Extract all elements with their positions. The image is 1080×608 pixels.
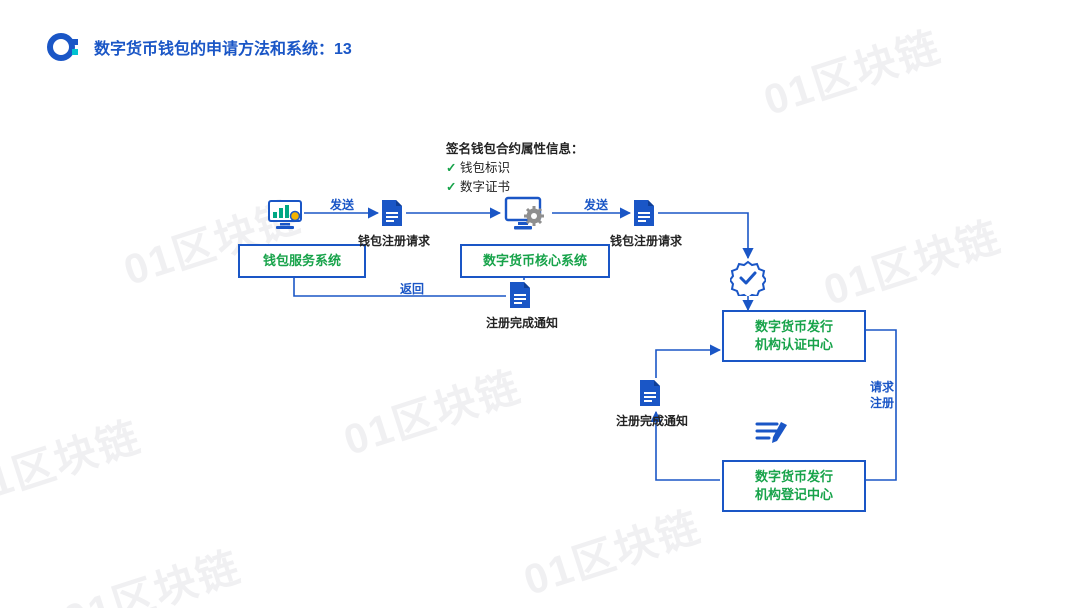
document-icon [380,198,404,228]
annotation-block: 签名钱包合约属性信息： 钱包标识 数字证书 [446,140,584,196]
watermark-text: 01区块链 [335,353,528,467]
caption-reg-done-2: 注册完成通知 [616,412,688,429]
document-icon [638,378,662,408]
annotation-item: 数字证书 [446,178,584,197]
edge-label-send-2: 发送 [584,196,608,213]
watermark-layer: 01区块链 01区块链 01区块链 01区块链 01区块链 01区块链 01区块… [0,0,1080,608]
caption-reg-request-1: 钱包注册请求 [358,232,430,249]
node-core-system: 数字货币核心系统 [460,244,610,278]
logo-icon [46,30,80,64]
edge-label-request-register: 请求 注册 [870,380,894,411]
node-auth-center: 数字货币发行 机构认证中心 [722,310,866,362]
watermark-text: 01区块链 [0,403,148,517]
document-icon [508,280,532,310]
node-auth-center-line1: 数字货币发行 [755,319,833,334]
edge-label-send-1: 发送 [330,196,354,213]
slide-header: 数字货币钱包的申请方法和系统：13 [46,30,352,64]
caption-reg-request-2: 钱包注册请求 [610,232,682,249]
caption-reg-done-1: 注册完成通知 [486,314,558,331]
edge-label-return: 返回 [400,280,424,297]
node-reg-center-line1: 数字货币发行 [755,469,833,484]
edge-label-request-register-l1: 请求 [870,380,894,394]
annotation-heading: 签名钱包合约属性信息： [446,140,584,159]
signature-icon [755,418,791,446]
node-reg-center-line2: 机构登记中心 [755,487,833,502]
document-icon [632,198,656,228]
monitor-gear-icon [504,196,548,232]
slide-title: 数字货币钱包的申请方法和系统：13 [94,35,352,59]
seal-check-icon [730,260,766,296]
node-wallet-service: 钱包服务系统 [238,244,366,278]
annotation-item: 钱包标识 [446,159,584,178]
watermark-text: 01区块链 [515,493,708,607]
node-auth-center-line2: 机构认证中心 [755,337,833,352]
watermark-text: 01区块链 [55,533,248,608]
node-reg-center: 数字货币发行 机构登记中心 [722,460,866,512]
monitor-icon [268,200,302,230]
edge-label-request-register-l2: 注册 [870,396,894,410]
connectors [0,0,1080,608]
watermark-text: 01区块链 [815,203,1008,317]
watermark-text: 01区块链 [755,13,948,127]
